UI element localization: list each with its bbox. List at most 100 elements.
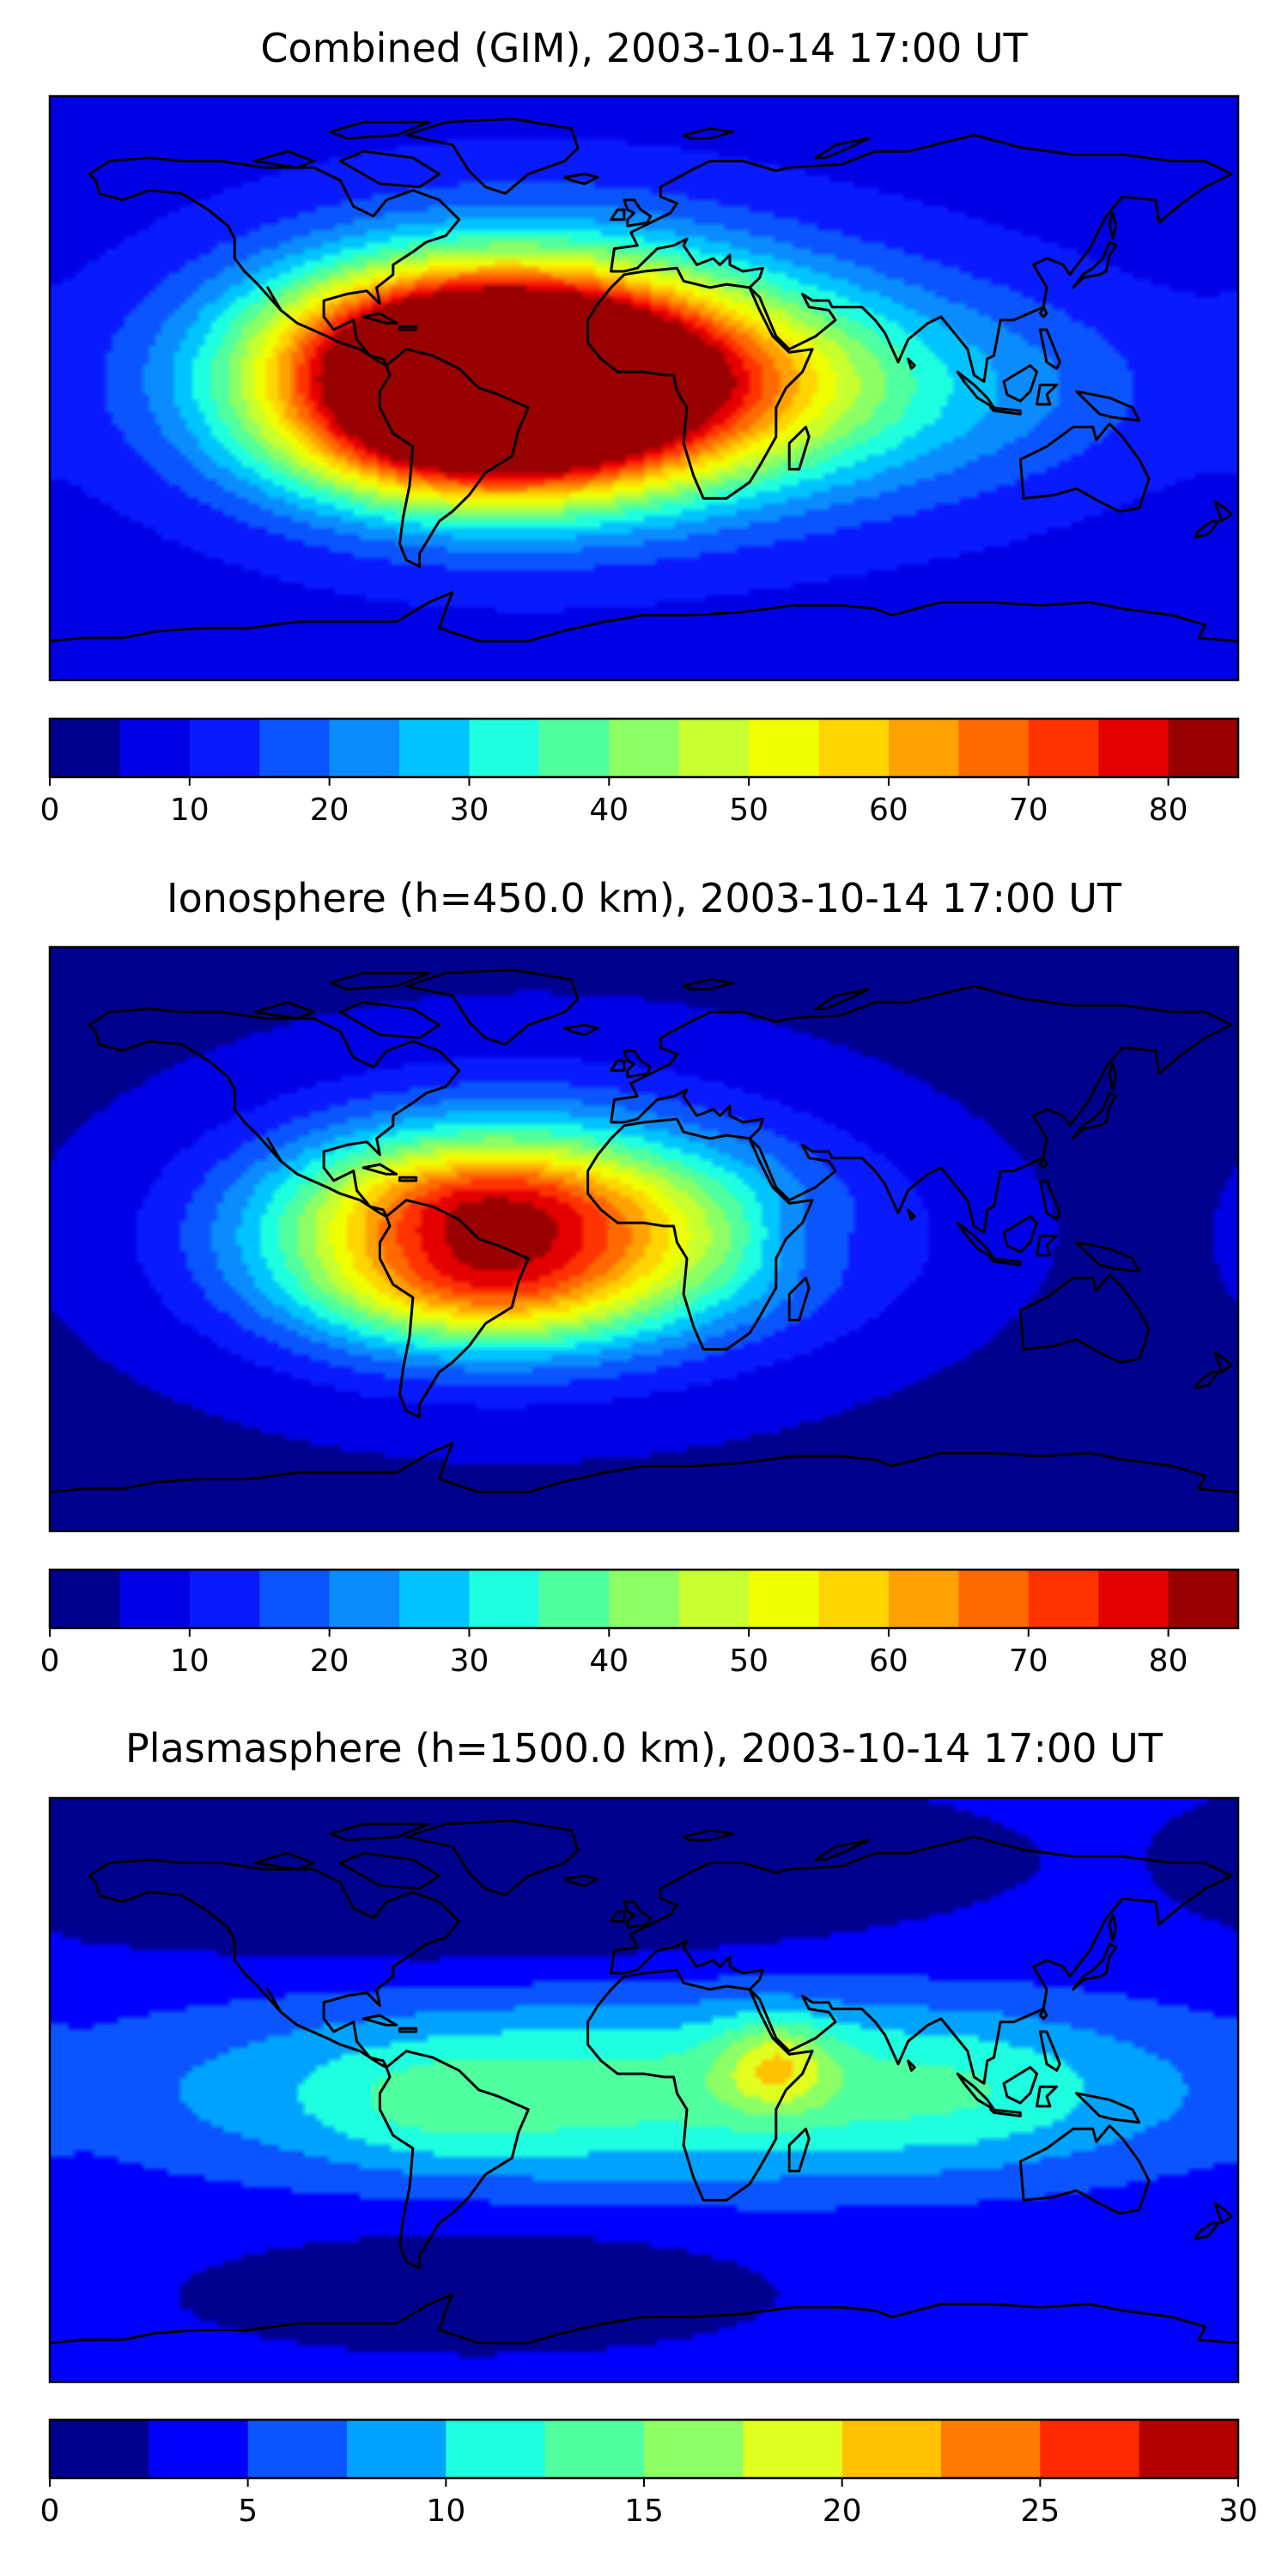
colorbar-segment <box>538 1570 610 1628</box>
colorbar-segment <box>841 2420 942 2478</box>
coast-australia <box>1018 422 1151 513</box>
map-panel-2: Ionosphere (h=450.0 km), 2003-10-14 17:0… <box>40 875 1240 1679</box>
map-panel-3: Plasmasphere (h=1500.0 km), 2003-10-14 1… <box>40 1725 1258 2529</box>
colorbar-tick-label: 40 <box>589 1643 629 1679</box>
coast-new-zealand-south <box>1194 1370 1220 1390</box>
coast-philippines <box>1038 1179 1061 1221</box>
coastlines <box>50 968 1238 1494</box>
coast-iceland <box>563 173 599 185</box>
colorbar-segment <box>538 719 610 777</box>
coast-hispaniola <box>398 2026 418 2033</box>
coast-new-zealand-south <box>1194 519 1220 539</box>
colorbar-tick-label: 30 <box>1218 2494 1258 2529</box>
coastlines <box>50 1819 1238 2345</box>
coast-sulawesi <box>1036 2085 1059 2108</box>
colorbar-tick-label: 30 <box>450 793 489 828</box>
colorbar-tick-label: 20 <box>310 793 349 828</box>
coast-north-america <box>88 156 461 368</box>
map-frame <box>48 1796 1240 2384</box>
coast-britain <box>623 198 653 228</box>
colorbar-segment <box>119 1570 191 1628</box>
coast-new-guinea <box>1075 390 1141 422</box>
coast-new-guinea <box>1075 1241 1141 1273</box>
coast-java <box>989 1257 1022 1267</box>
heatmap-field <box>50 96 1238 680</box>
coast-novaya-zemlya <box>814 137 870 160</box>
colorbar-tick-label: 10 <box>170 793 210 828</box>
colorbar-tick-label: 15 <box>624 2494 664 2529</box>
colorbar-segment <box>1098 1570 1170 1628</box>
colorbar-segment <box>329 1570 400 1628</box>
coast-eurasia <box>610 1835 1233 2085</box>
coast-australia <box>1018 2124 1151 2215</box>
colorbar: 0 10 20 30 40 50 60 70 80 <box>40 717 1240 828</box>
coast-greenland <box>404 117 580 195</box>
coast-sakhalin <box>1108 1062 1118 1091</box>
coast-new-zealand-north <box>1213 2202 1233 2225</box>
coast-ellesmere <box>329 971 431 991</box>
colorbar-segment <box>743 2420 843 2478</box>
coast-antarctica <box>50 591 1238 643</box>
colorbar-segment <box>469 1570 540 1628</box>
coast-ireland <box>610 1059 626 1072</box>
colorbar-segment <box>446 2420 546 2478</box>
colorbar-segment <box>644 2420 744 2478</box>
coast-victoria-island <box>252 1851 316 1871</box>
colorbar-segment <box>469 719 540 777</box>
heatmap-field <box>50 1798 1238 2382</box>
colorbar-segment <box>818 1570 890 1628</box>
coast-eurasia <box>610 133 1233 383</box>
coast-victoria-island <box>252 149 316 169</box>
coast-sulawesi <box>1036 383 1059 406</box>
coast-baffin-island <box>338 149 441 189</box>
coast-australia <box>1018 1273 1151 1364</box>
coast-sri-lanka <box>907 1208 916 1221</box>
coast-africa <box>586 266 814 500</box>
coast-taiwan <box>1038 2008 1048 2020</box>
coast-philippines <box>1038 328 1061 370</box>
coast-iceland <box>563 1024 599 1036</box>
colorbar-segment <box>189 719 260 777</box>
colorbar-segment <box>1028 1570 1099 1628</box>
coast-britain <box>623 1900 653 1929</box>
colorbar-segment <box>347 2420 447 2478</box>
colorbar-segment <box>888 719 959 777</box>
colorbar: 0 10 20 30 40 50 60 70 80 <box>40 1568 1240 1679</box>
colorbar-segment <box>678 1570 750 1628</box>
colorbar-segment <box>329 719 400 777</box>
colorbar-segment <box>958 1570 1030 1628</box>
coast-greenland <box>404 968 580 1046</box>
colorbar-tick-label: 70 <box>1009 1643 1048 1679</box>
coast-cuba <box>361 1163 398 1176</box>
colorbar-segment <box>399 719 471 777</box>
colorbar-segment <box>189 1570 260 1628</box>
coast-eurasia <box>610 984 1233 1234</box>
coast-java <box>989 2108 1022 2117</box>
coast-novaya-zemlya <box>814 987 870 1011</box>
coast-north-america <box>88 1007 461 1218</box>
colorbar-tick-label: 30 <box>450 1643 489 1679</box>
colorbar-segment <box>1040 2420 1140 2478</box>
colorbar-segment <box>1168 1570 1239 1628</box>
colorbar-segment <box>259 719 331 777</box>
colorbar-segment <box>399 1570 471 1628</box>
coast-svalbard <box>682 1829 735 1842</box>
colorbar-segment <box>149 2420 249 2478</box>
coast-taiwan <box>1038 306 1048 319</box>
coast-baffin-island <box>338 1000 441 1040</box>
coast-cuba <box>361 312 398 325</box>
colorbar-segment <box>50 719 121 777</box>
colorbar-tick-label: 80 <box>1149 1643 1188 1679</box>
coast-iceland <box>563 1874 599 1887</box>
colorbar-segment <box>50 2420 149 2478</box>
colorbar-segment <box>1098 719 1170 777</box>
coast-madagascar <box>787 425 811 471</box>
coast-south-america <box>378 1199 530 1419</box>
coast-britain <box>623 1049 653 1078</box>
heatmap-field <box>50 947 1238 1531</box>
panel-title: Plasmasphere (h=1500.0 km), 2003-10-14 1… <box>125 1725 1163 1771</box>
colorbar-tick-label: 25 <box>1020 2494 1060 2529</box>
colorbar-segment <box>609 719 680 777</box>
coast-borneo <box>1002 2066 1038 2105</box>
coast-ellesmere <box>329 120 431 140</box>
